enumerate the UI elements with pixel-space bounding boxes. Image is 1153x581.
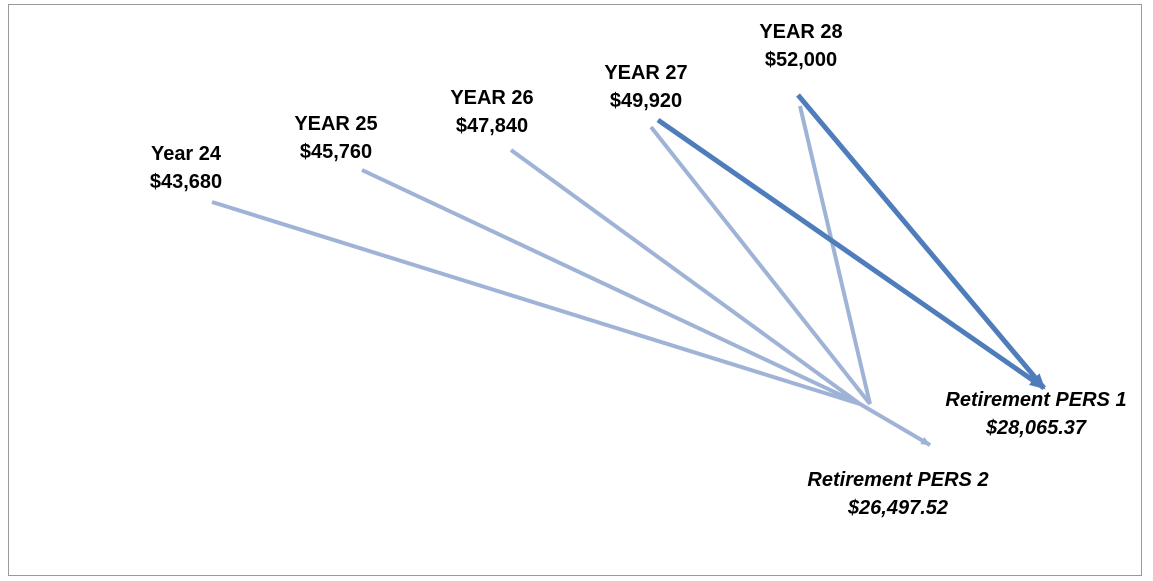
source-label-year26: YEAR 26 $47,840 (438, 84, 546, 140)
target-amount: $28,065.37 (985, 417, 1087, 439)
source-amount: $52,000 (764, 49, 838, 71)
arrow-year28-to-pers2 (798, 105, 872, 405)
arrow-year27-to-pers1 (656, 117, 1046, 391)
source-year: YEAR 28 (759, 21, 843, 43)
arrow-year28-to-pers1 (796, 93, 1046, 390)
source-label-year24: Year 24 $43,680 (132, 140, 240, 196)
source-label-year25: YEAR 25 $45,760 (282, 110, 390, 166)
target-title: Retirement PERS 1 (945, 389, 1127, 411)
source-amount: $45,760 (299, 141, 373, 163)
arrow-merge-to-pers2 (858, 402, 932, 447)
diagram-frame (8, 4, 1142, 576)
source-amount: $47,840 (455, 115, 529, 137)
target-label-pers1: Retirement PERS 1 $28,065.37 (936, 386, 1136, 442)
source-label-year27: YEAR 27 $49,920 (592, 59, 700, 115)
target-amount: $26,497.52 (847, 497, 949, 519)
target-title: Retirement PERS 2 (807, 469, 989, 491)
arrow-year24-to-pers2 (211, 200, 861, 406)
source-year: Year 24 (150, 143, 222, 165)
arrow-year26-to-pers2 (509, 148, 862, 406)
arrow-year25-to-pers2 (361, 168, 861, 406)
target-label-pers2: Retirement PERS 2 $26,497.52 (778, 466, 1018, 522)
source-amount: $49,920 (609, 90, 683, 112)
source-year: YEAR 25 (294, 113, 378, 135)
source-year: YEAR 26 (450, 87, 534, 109)
source-amount: $43,680 (149, 171, 223, 193)
source-label-year28: YEAR 28 $52,000 (747, 18, 855, 74)
arrow-year27-to-pers2 (649, 125, 872, 406)
source-year: YEAR 27 (604, 62, 688, 84)
